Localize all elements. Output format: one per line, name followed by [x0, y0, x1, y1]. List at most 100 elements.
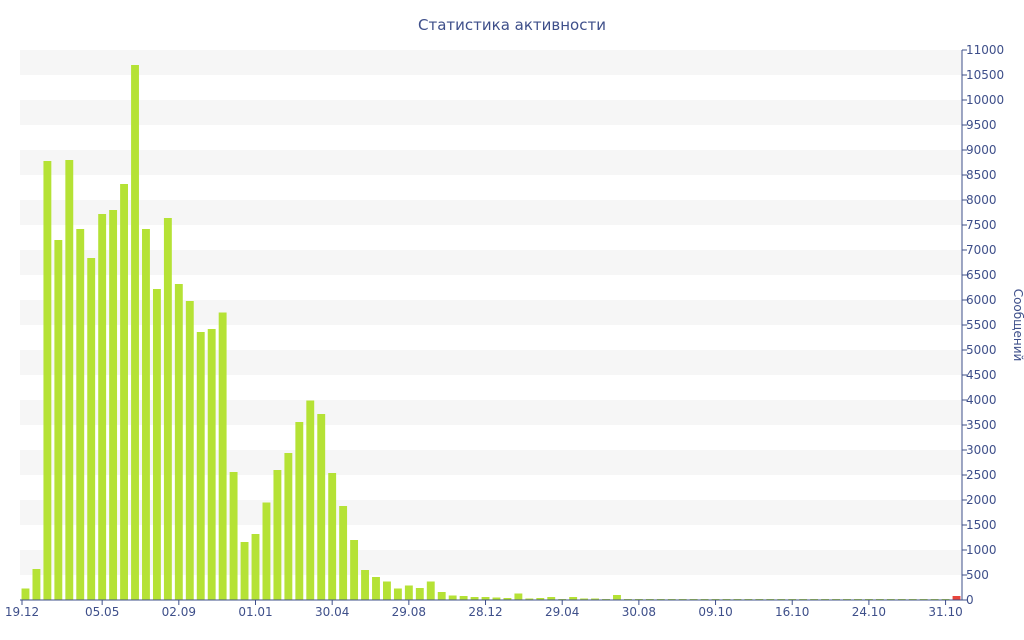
bar	[32, 569, 41, 600]
y-tick-label: 9000	[966, 143, 997, 157]
bar	[43, 161, 52, 600]
bar	[536, 598, 545, 600]
grid-band	[20, 200, 962, 225]
bar	[196, 332, 205, 600]
grid-band	[20, 250, 962, 275]
y-tick-label: 11000	[966, 43, 1004, 57]
bar	[163, 218, 172, 600]
bar	[295, 422, 304, 600]
y-tick-label: 500	[966, 568, 989, 582]
bar	[415, 588, 424, 600]
x-tick-label: 29.04	[545, 605, 579, 619]
chart-title: Статистика активности	[418, 16, 606, 34]
x-axis-ticks: 19.12 05.05 02.09 01.01 30.04 29.08 28.12 29.04…	[5, 600, 963, 619]
y-tick-label: 10000	[966, 93, 1004, 107]
bar	[613, 595, 621, 600]
bar	[580, 598, 589, 600]
bar	[393, 588, 402, 600]
bar	[470, 597, 479, 600]
x-tick-label: 29.08	[392, 605, 426, 619]
bar	[514, 593, 523, 600]
bar	[404, 585, 413, 600]
bar	[361, 570, 369, 600]
bar	[218, 312, 227, 600]
bar	[591, 598, 599, 600]
grid-band	[20, 450, 962, 475]
bar	[306, 400, 315, 600]
y-tick-label: 8000	[966, 193, 997, 207]
bar	[262, 502, 271, 600]
bar	[492, 597, 501, 600]
x-tick-label: 28.12	[468, 605, 502, 619]
grid-band	[20, 50, 962, 75]
bar	[437, 592, 446, 600]
grid-band	[20, 350, 962, 375]
bar	[229, 472, 238, 600]
y-tick-label: 1500	[966, 518, 997, 532]
y-tick-label: 2000	[966, 493, 997, 507]
y-tick-label: 7500	[966, 218, 997, 232]
y-tick-label: 5500	[966, 318, 997, 332]
x-tick-label: 19.12	[5, 605, 39, 619]
bars-group	[21, 65, 961, 600]
y-tick-label: 5000	[966, 343, 997, 357]
bar	[120, 184, 128, 600]
bar	[426, 581, 435, 600]
bar	[131, 65, 139, 600]
y-tick-label: 4000	[966, 393, 997, 407]
bar	[459, 596, 468, 600]
y-tick-label: 8500	[966, 168, 997, 182]
y-tick-label: 6500	[966, 268, 997, 282]
bar	[142, 229, 150, 600]
bar	[952, 596, 961, 600]
y-tick-label: 3500	[966, 418, 997, 432]
bar	[98, 214, 107, 600]
bar	[481, 597, 490, 600]
x-tick-label: 30.04	[315, 605, 349, 619]
bar	[547, 597, 556, 600]
bar	[109, 210, 118, 600]
bar	[569, 597, 578, 600]
x-tick-label: 05.05	[85, 605, 119, 619]
grid-band	[20, 150, 962, 175]
y-tick-label: 10500	[966, 68, 1004, 82]
y-tick-label: 3000	[966, 443, 997, 457]
y-axis-ticks: 0 500 1000 1500 2000 2500 3000 3500 4000 4500 5000…	[962, 43, 1004, 607]
y-tick-label: 6000	[966, 293, 997, 307]
bar	[273, 470, 282, 600]
bar	[240, 542, 249, 600]
bar	[174, 284, 183, 600]
bar	[152, 289, 161, 600]
bar	[372, 577, 380, 600]
bar	[350, 540, 359, 600]
bar	[207, 329, 216, 600]
grid-band	[20, 100, 962, 125]
y-tick-label: 7000	[966, 243, 997, 257]
bar	[525, 598, 534, 600]
x-tick-label: 24.10	[852, 605, 886, 619]
grid-bands	[20, 50, 962, 575]
y-tick-label: 4500	[966, 368, 997, 382]
grid-band	[20, 300, 962, 325]
bar	[503, 598, 512, 600]
grid-band	[20, 550, 962, 575]
bar	[251, 534, 260, 600]
bar	[328, 473, 337, 600]
bar	[76, 229, 85, 600]
x-tick-label: 16.10	[775, 605, 809, 619]
x-tick-label: 31.10	[928, 605, 962, 619]
bar	[185, 301, 194, 600]
y-tick-label: 0	[966, 593, 974, 607]
x-tick-label: 01.01	[238, 605, 272, 619]
y-tick-label: 2500	[966, 468, 997, 482]
y-axis-label: Сообщений	[1011, 289, 1024, 362]
x-tick-label: 02.09	[162, 605, 196, 619]
bar	[87, 258, 96, 600]
x-tick-label: 09.10	[698, 605, 732, 619]
bar	[21, 588, 30, 600]
grid-band	[20, 400, 962, 425]
bar	[65, 160, 74, 600]
bar	[383, 581, 391, 600]
